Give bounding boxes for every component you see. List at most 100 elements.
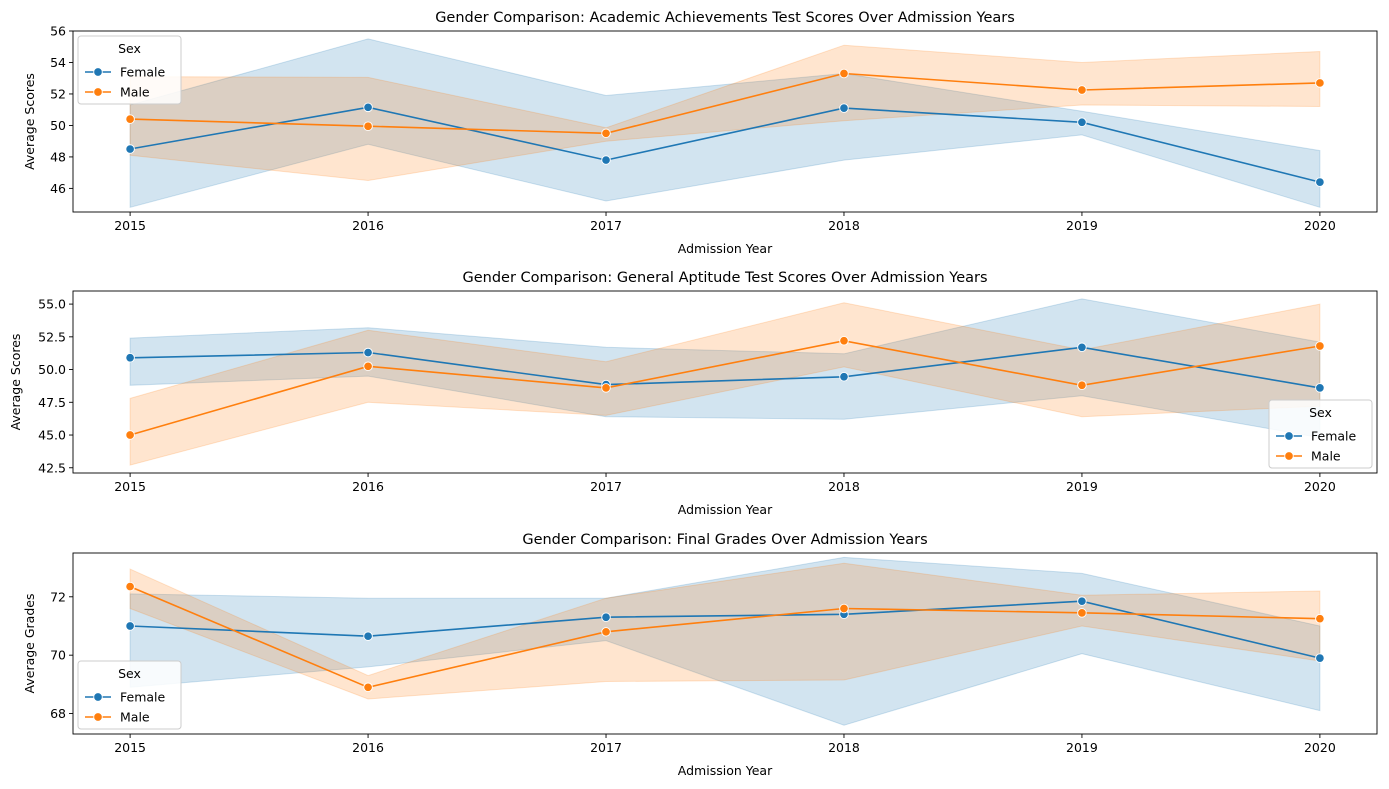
- y-axis-label: Average Grades: [22, 594, 37, 694]
- legend-label-female: Female: [120, 65, 166, 80]
- data-point-male: [363, 682, 373, 693]
- x-tick-label: 2015: [114, 218, 146, 233]
- data-point-male: [363, 361, 373, 372]
- data-point-female: [363, 631, 373, 641]
- legend-title: Sex: [1309, 405, 1332, 420]
- data-point-female: [839, 372, 849, 382]
- x-axis-label: Admission Year: [678, 763, 773, 778]
- data-point-female: [363, 102, 373, 113]
- series-line-female: [130, 346, 1321, 389]
- x-tick-label: 2017: [590, 479, 622, 494]
- data-point-male: [601, 627, 611, 637]
- data-point-female: [601, 155, 611, 165]
- chart-title: Gender Comparison: General Aptitude Test…: [462, 270, 987, 286]
- legend-title: Sex: [118, 666, 141, 681]
- x-tick-label: 2019: [1066, 479, 1098, 494]
- data-point-female: [601, 612, 611, 622]
- legend: Sex Female Male: [77, 35, 182, 105]
- y-axis-label: Average Scores: [8, 334, 23, 431]
- data-point-male: [601, 383, 611, 393]
- y-tick-label: 42.5: [38, 460, 66, 475]
- x-tick-label: 2020: [1304, 740, 1336, 755]
- y-tick-label: 47.5: [38, 395, 66, 410]
- x-tick-label: 2017: [590, 218, 622, 233]
- y-tick-label: 72: [50, 589, 66, 604]
- data-point-female: [1077, 342, 1087, 353]
- y-tick-label: 45.0: [38, 428, 66, 443]
- y-tick-label: 52: [50, 86, 66, 101]
- data-point-female: [125, 621, 135, 631]
- x-tick-label: 2015: [114, 740, 146, 755]
- legend-box: [1268, 399, 1373, 469]
- subplot-2: 2015 2016 2017 2018 2019 2020 42.5 45.0 47.5 50.0…: [8, 270, 1378, 517]
- legend-label-female: Female: [120, 690, 166, 705]
- chart-title: Gender Comparison: Final Grades Over Adm…: [522, 532, 927, 548]
- data-point-male: [1077, 85, 1087, 95]
- data-point-male: [1315, 78, 1325, 88]
- legend-label-male: Male: [1311, 449, 1341, 464]
- legend-box: [77, 660, 182, 730]
- axes-frame: [72, 290, 1378, 474]
- data-point-female: [363, 347, 373, 358]
- data-point-male: [125, 114, 135, 124]
- x-tick-label: 2020: [1304, 218, 1336, 233]
- legend-marker-male: [1284, 451, 1294, 461]
- x-tick-label: 2020: [1304, 479, 1336, 494]
- x-tick-label: 2015: [114, 479, 146, 494]
- ci-band-female: [129, 38, 1321, 208]
- ci-band-female: [129, 556, 1321, 726]
- data-point-female: [1315, 653, 1325, 663]
- legend: Sex Female Male: [1268, 399, 1373, 469]
- series-line-female: [130, 600, 1321, 659]
- axes-frame: [72, 30, 1378, 213]
- y-tick-label: 46: [50, 181, 66, 196]
- series-line-male: [130, 72, 1320, 135]
- data-point-female: [125, 353, 135, 363]
- legend-marker-female: [93, 67, 103, 77]
- chart-title: Gender Comparison: Academic Achievements…: [435, 10, 1015, 26]
- legend: Sex Female Male: [77, 660, 182, 730]
- data-point-male: [839, 336, 849, 346]
- legend-label-male: Male: [120, 710, 150, 725]
- legend-marker-female: [93, 692, 103, 702]
- subplot-3: 2015 2016 2017 2018 2019 2020 68 70 72 Gender Com…: [22, 532, 1378, 778]
- y-tick-label: 52.5: [38, 329, 66, 344]
- data-point-male: [1077, 608, 1087, 618]
- legend-label-male: Male: [120, 85, 150, 100]
- data-point-female: [125, 144, 135, 154]
- data-point-male: [601, 128, 611, 139]
- data-point-male: [1077, 380, 1087, 391]
- data-point-male: [839, 603, 849, 614]
- series-line-male: [129, 585, 1320, 689]
- data-point-male: [1315, 341, 1325, 351]
- y-tick-label: 50: [50, 118, 66, 133]
- x-axis-label: Admission Year: [678, 241, 773, 256]
- x-tick-label: 2019: [1066, 740, 1098, 755]
- x-tick-label: 2017: [590, 740, 622, 755]
- subplot-1: 2015 2016 2017 2018 2019 2020 46 48 50 52 54 56 Gend…: [22, 10, 1378, 256]
- y-tick-label: 50.0: [38, 362, 66, 377]
- series-line-male: [129, 339, 1321, 436]
- y-tick-label: 55.0: [38, 297, 66, 312]
- x-tick-label: 2018: [828, 479, 860, 494]
- y-tick-label: 68: [50, 706, 66, 721]
- data-point-female: [1315, 383, 1325, 393]
- x-tick-label: 2016: [352, 479, 384, 494]
- data-point-female: [1077, 596, 1087, 606]
- series-line-female: [129, 106, 1321, 183]
- data-point-male: [125, 430, 135, 440]
- y-tick-label: 54: [50, 55, 66, 70]
- data-point-male: [1315, 613, 1325, 624]
- x-tick-label: 2016: [352, 740, 384, 755]
- data-point-male: [363, 121, 373, 131]
- x-tick-label: 2018: [828, 218, 860, 233]
- legend-label-female: Female: [1311, 429, 1357, 444]
- legend-title: Sex: [118, 41, 141, 56]
- y-tick-label: 56: [50, 24, 66, 39]
- data-point-male: [125, 581, 135, 592]
- legend-marker-female: [1284, 431, 1294, 441]
- x-tick-label: 2016: [352, 218, 384, 233]
- data-point-female: [1077, 117, 1087, 128]
- y-axis-label: Average Scores: [22, 73, 37, 170]
- x-tick-label: 2019: [1066, 218, 1098, 233]
